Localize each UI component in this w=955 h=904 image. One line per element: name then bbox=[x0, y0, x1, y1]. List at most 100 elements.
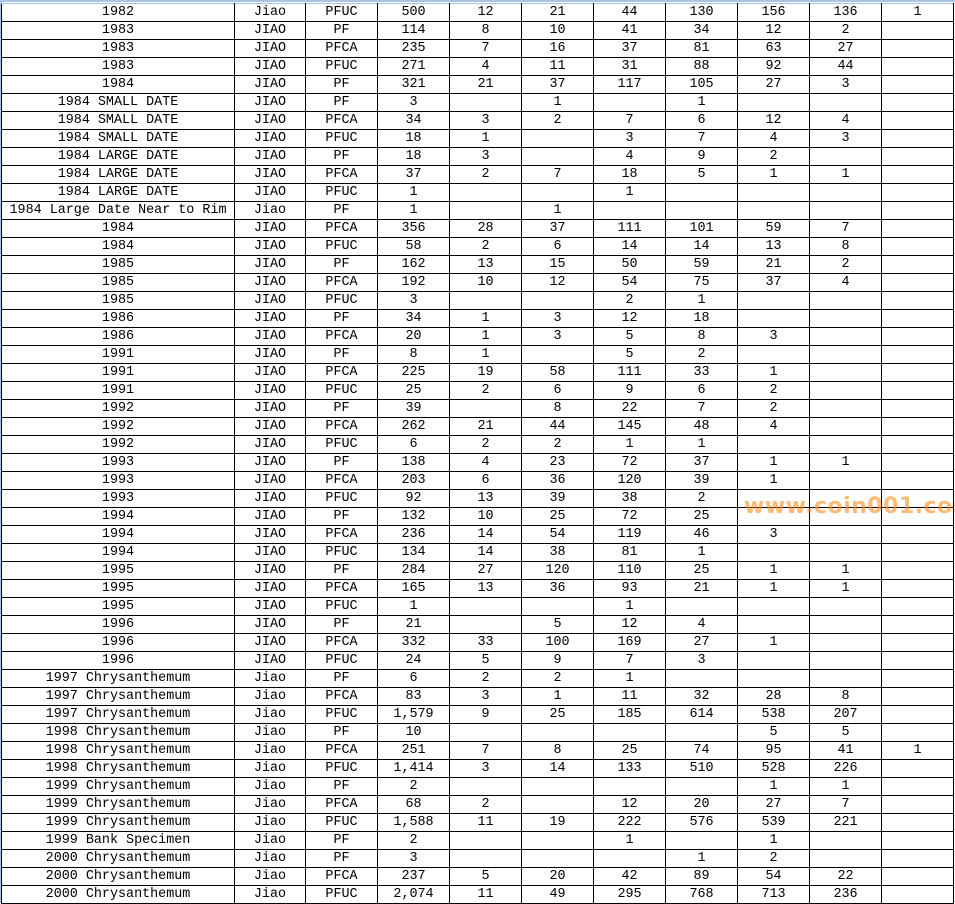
cell-col-9[interactable] bbox=[737, 507, 810, 526]
cell-col-7[interactable]: 169 bbox=[593, 633, 666, 652]
cell-col-6[interactable]: 1 bbox=[521, 687, 594, 706]
cell-col-6[interactable]: 3 bbox=[521, 309, 594, 328]
cell-col-7[interactable]: 42 bbox=[593, 867, 666, 886]
cell-col-7[interactable]: 14 bbox=[593, 237, 666, 256]
cell-col-7[interactable] bbox=[593, 93, 666, 112]
cell-col-7[interactable] bbox=[593, 777, 666, 796]
cell-col-9[interactable]: 12 bbox=[737, 111, 810, 130]
cell-col-9[interactable]: 4 bbox=[737, 417, 810, 436]
cell-grade-type[interactable]: PFUC bbox=[305, 597, 378, 616]
cell-col-9[interactable]: 2 bbox=[737, 381, 810, 400]
cell-denomination[interactable]: JIAO bbox=[234, 489, 306, 508]
cell-grade-type[interactable]: PF bbox=[305, 255, 378, 274]
cell-col-10[interactable]: 3 bbox=[809, 129, 882, 148]
cell-denomination[interactable]: JIAO bbox=[234, 309, 306, 328]
cell-col-5[interactable]: 14 bbox=[449, 543, 522, 562]
cell-col-10[interactable] bbox=[809, 363, 882, 382]
cell-variety[interactable]: 1999 Chrysanthemum bbox=[1, 813, 235, 832]
cell-denomination[interactable]: JIAO bbox=[234, 219, 306, 238]
cell-denomination[interactable]: Jiao bbox=[234, 867, 306, 886]
cell-col-11[interactable] bbox=[881, 795, 954, 814]
cell-variety[interactable]: 1992 bbox=[1, 435, 235, 454]
cell-col-5[interactable] bbox=[449, 399, 522, 418]
cell-col-10[interactable]: 22 bbox=[809, 867, 882, 886]
cell-col-8[interactable]: 101 bbox=[665, 219, 738, 238]
cell-variety[interactable]: 1986 bbox=[1, 327, 235, 346]
cell-total[interactable]: 18 bbox=[377, 147, 450, 166]
cell-col-7[interactable]: 50 bbox=[593, 255, 666, 274]
cell-denomination[interactable]: JIAO bbox=[234, 507, 306, 526]
cell-col-6[interactable]: 15 bbox=[521, 255, 594, 274]
cell-col-7[interactable]: 12 bbox=[593, 615, 666, 634]
cell-total[interactable]: 2,074 bbox=[377, 885, 450, 904]
cell-col-7[interactable]: 133 bbox=[593, 759, 666, 778]
cell-col-6[interactable] bbox=[521, 291, 594, 310]
cell-col-5[interactable]: 13 bbox=[449, 579, 522, 598]
cell-col-10[interactable] bbox=[809, 147, 882, 166]
cell-denomination[interactable]: Jiao bbox=[234, 831, 306, 850]
cell-col-10[interactable] bbox=[809, 597, 882, 616]
cell-total[interactable]: 235 bbox=[377, 39, 450, 58]
cell-col-9[interactable]: 13 bbox=[737, 237, 810, 256]
cell-col-8[interactable]: 1 bbox=[665, 435, 738, 454]
cell-variety[interactable]: 1997 Chrysanthemum bbox=[1, 705, 235, 724]
cell-denomination[interactable]: Jiao bbox=[234, 849, 306, 868]
cell-col-11[interactable] bbox=[881, 111, 954, 130]
cell-grade-type[interactable]: PF bbox=[305, 201, 378, 220]
cell-grade-type[interactable]: PFUC bbox=[305, 237, 378, 256]
cell-denomination[interactable]: JIAO bbox=[234, 471, 306, 490]
cell-col-5[interactable]: 11 bbox=[449, 885, 522, 904]
cell-col-5[interactable]: 2 bbox=[449, 381, 522, 400]
cell-col-10[interactable]: 1 bbox=[809, 165, 882, 184]
cell-variety[interactable]: 1996 bbox=[1, 633, 235, 652]
cell-col-9[interactable] bbox=[737, 543, 810, 562]
cell-col-6[interactable]: 8 bbox=[521, 399, 594, 418]
cell-col-8[interactable]: 14 bbox=[665, 237, 738, 256]
cell-col-7[interactable]: 110 bbox=[593, 561, 666, 580]
cell-col-9[interactable]: 1 bbox=[737, 453, 810, 472]
cell-col-7[interactable]: 7 bbox=[593, 111, 666, 130]
cell-col-5[interactable] bbox=[449, 597, 522, 616]
cell-col-10[interactable] bbox=[809, 417, 882, 436]
cell-variety[interactable]: 1996 bbox=[1, 651, 235, 670]
cell-total[interactable]: 162 bbox=[377, 255, 450, 274]
cell-col-7[interactable]: 9 bbox=[593, 381, 666, 400]
cell-denomination[interactable]: Jiao bbox=[234, 777, 306, 796]
cell-col-11[interactable] bbox=[881, 201, 954, 220]
cell-col-9[interactable]: 1 bbox=[737, 579, 810, 598]
cell-col-6[interactable]: 2 bbox=[521, 111, 594, 130]
cell-col-9[interactable]: 59 bbox=[737, 219, 810, 238]
cell-col-11[interactable] bbox=[881, 849, 954, 868]
cell-variety[interactable]: 1985 bbox=[1, 291, 235, 310]
cell-col-8[interactable]: 37 bbox=[665, 453, 738, 472]
cell-variety[interactable]: 2000 Chrysanthemum bbox=[1, 885, 235, 904]
cell-col-6[interactable]: 9 bbox=[521, 651, 594, 670]
cell-col-8[interactable]: 25 bbox=[665, 507, 738, 526]
cell-variety[interactable]: 1991 bbox=[1, 345, 235, 364]
cell-col-11[interactable] bbox=[881, 561, 954, 580]
cell-denomination[interactable]: JIAO bbox=[234, 93, 306, 112]
cell-grade-type[interactable]: PF bbox=[305, 453, 378, 472]
cell-variety[interactable]: 1994 bbox=[1, 543, 235, 562]
cell-col-7[interactable]: 12 bbox=[593, 795, 666, 814]
cell-col-7[interactable]: 222 bbox=[593, 813, 666, 832]
cell-variety[interactable]: 1984 Large Date Near to Rim bbox=[1, 201, 235, 220]
cell-denomination[interactable]: Jiao bbox=[234, 3, 306, 22]
cell-col-8[interactable]: 1 bbox=[665, 93, 738, 112]
cell-grade-type[interactable]: PF bbox=[305, 507, 378, 526]
cell-col-6[interactable]: 6 bbox=[521, 237, 594, 256]
cell-variety[interactable]: 1984 bbox=[1, 75, 235, 94]
cell-total[interactable]: 34 bbox=[377, 309, 450, 328]
cell-col-11[interactable] bbox=[881, 705, 954, 724]
cell-col-5[interactable]: 12 bbox=[449, 3, 522, 22]
cell-col-11[interactable] bbox=[881, 615, 954, 634]
cell-col-10[interactable] bbox=[809, 309, 882, 328]
cell-col-7[interactable]: 120 bbox=[593, 471, 666, 490]
cell-col-9[interactable]: 1 bbox=[737, 363, 810, 382]
cell-col-5[interactable]: 21 bbox=[449, 75, 522, 94]
cell-grade-type[interactable]: PFCA bbox=[305, 579, 378, 598]
cell-col-9[interactable]: 1 bbox=[737, 165, 810, 184]
cell-total[interactable]: 3 bbox=[377, 291, 450, 310]
cell-total[interactable]: 20 bbox=[377, 327, 450, 346]
cell-grade-type[interactable]: PF bbox=[305, 309, 378, 328]
